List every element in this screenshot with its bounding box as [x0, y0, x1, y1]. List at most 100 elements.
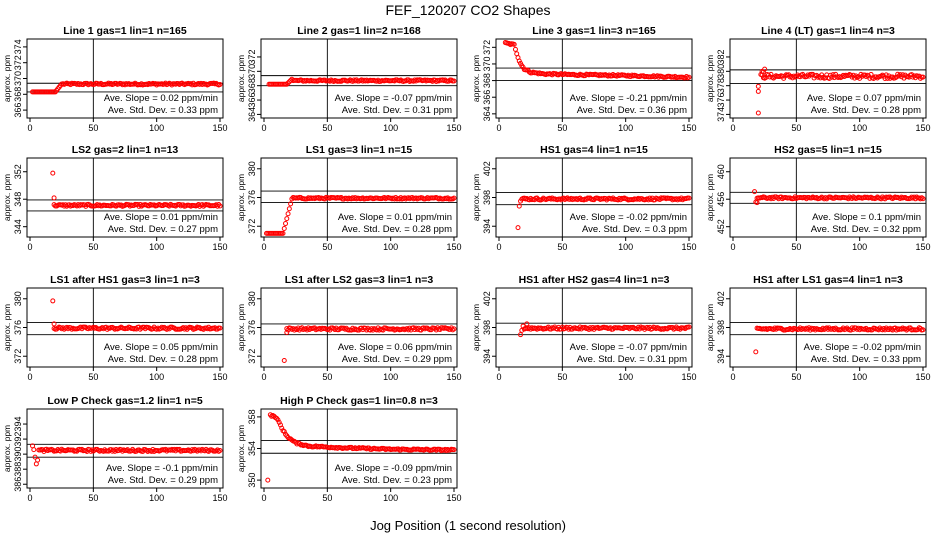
data-point — [217, 203, 223, 209]
y-tick-label: 376 — [13, 320, 23, 335]
y-axis-label: approx. ppm — [2, 55, 12, 102]
panel-6: LS1 gas=3 lin=1 n=15 0 50 100 150 372 376 380ap… — [236, 144, 462, 252]
y-tick-label: 394 — [482, 349, 492, 364]
slope-annotation: Ave. Slope = 0.1 ppm/min — [812, 212, 921, 223]
y-tick-label: 374 — [13, 39, 23, 54]
panel-14: High P Check gas=1 lin=0.8 n=3 0 50 100 150 3… — [236, 395, 462, 503]
x-tick-label: 50 — [322, 372, 332, 382]
x-tick-label: 50 — [322, 493, 332, 503]
y-tick-label: 366 — [13, 103, 23, 118]
x-tick-label: 50 — [791, 123, 801, 133]
panel-title: Line 1 gas=1 lin=1 n=165 — [63, 25, 187, 37]
y-tick-label: 398 — [716, 320, 726, 335]
y-tick-label: 394 — [482, 219, 492, 234]
y-axis-label: approx. ppm — [705, 55, 715, 102]
x-tick-label: 50 — [88, 493, 98, 503]
x-tick-label: 100 — [383, 493, 398, 503]
slope-annotation: Ave. Slope = -0.09 ppm/min — [335, 463, 452, 474]
panel-title: LS2 gas=2 lin=1 n=13 — [72, 144, 179, 156]
panel-title: HS2 gas=5 lin=1 n=15 — [774, 144, 882, 156]
y-axis-label: approx. ppm — [2, 425, 12, 472]
panel-title: HS1 gas=4 lin=1 n=15 — [540, 144, 648, 156]
panel-12: HS1 after LS1 gas=4 lin=1 n=3 0 50 100 150 39… — [705, 274, 931, 382]
data-point — [451, 326, 457, 332]
stddev-annotation: Ave. Std. Dev. = 0.29 ppm — [342, 354, 452, 365]
data-point — [281, 225, 287, 231]
x-tick-label: 100 — [618, 242, 633, 252]
x-tick-label: 0 — [27, 372, 32, 382]
y-axis-label: approx. ppm — [471, 304, 481, 351]
y-tick-label: 378 — [716, 78, 726, 93]
data-point — [511, 41, 517, 47]
panel-title: HS1 after LS1 gas=4 lin=1 n=3 — [753, 274, 903, 286]
data-point — [283, 221, 289, 227]
data-point — [217, 325, 223, 331]
x-tick-label: 0 — [261, 372, 266, 382]
data-point — [686, 324, 692, 330]
y-tick-label: 368 — [13, 87, 23, 102]
y-tick-label: 394 — [13, 417, 23, 432]
slope-annotation: Ave. Slope = 0.06 ppm/min — [338, 342, 452, 353]
y-tick-label: 374 — [716, 107, 726, 122]
x-tick-label: 50 — [88, 242, 98, 252]
data-point — [217, 81, 223, 87]
x-tick-label: 0 — [261, 123, 266, 133]
data-point — [50, 298, 56, 304]
stddev-annotation: Ave. Std. Dev. = 0.36 ppm — [577, 105, 687, 116]
x-tick-label: 0 — [496, 242, 501, 252]
x-tick-label: 150 — [446, 242, 461, 252]
data-point — [516, 203, 522, 209]
panel-11: HS1 after HS2 gas=4 lin=1 n=3 0 50 100 150 39… — [471, 274, 697, 382]
data-point — [515, 225, 521, 231]
data-point — [285, 211, 291, 217]
panel-title: High P Check gas=1 lin=0.8 n=3 — [280, 395, 438, 407]
y-axis-label: approx. ppm — [471, 174, 481, 221]
y-tick-label: 376 — [247, 190, 257, 205]
data-point — [275, 417, 281, 423]
slope-annotation: Ave. Slope = 0.02 ppm/min — [104, 93, 218, 104]
y-axis-label: approx. ppm — [2, 174, 12, 221]
y-tick-label: 364 — [247, 107, 257, 122]
x-tick-label: 150 — [681, 242, 696, 252]
data-point — [265, 477, 271, 483]
y-tick-label: 380 — [13, 291, 23, 306]
data-point — [582, 324, 588, 330]
y-tick-label: 348 — [13, 192, 23, 207]
y-axis-label: approx. ppm — [236, 174, 246, 221]
panel-10: LS1 after LS2 gas=3 lin=1 n=3 0 50 100 150 37… — [236, 274, 462, 382]
y-tick-label: 368 — [247, 78, 257, 93]
data-point — [286, 206, 292, 212]
y-tick-label: 376 — [716, 93, 726, 108]
data-point — [879, 327, 885, 333]
y-tick-label: 352 — [13, 164, 23, 179]
y-axis-label: approx. ppm — [705, 174, 715, 221]
data-point — [291, 327, 297, 333]
y-tick-label: 354 — [247, 441, 257, 456]
x-tick-label: 0 — [27, 123, 32, 133]
y-tick-label: 394 — [716, 349, 726, 364]
data-point — [686, 195, 692, 201]
data-point — [520, 323, 526, 329]
data-point — [285, 80, 291, 86]
stddev-annotation: Ave. Std. Dev. = 0.33 ppm — [108, 105, 218, 116]
data-point — [288, 325, 294, 331]
x-tick-label: 50 — [557, 372, 567, 382]
y-axis-label: approx. ppm — [2, 304, 12, 351]
data-point — [675, 197, 681, 203]
x-axis-label: Jog Position (1 second resolution) — [370, 518, 566, 533]
data-point — [920, 327, 926, 333]
x-tick-label: 50 — [791, 372, 801, 382]
y-tick-label: 402 — [482, 161, 492, 176]
data-point — [829, 74, 835, 80]
y-tick-label: 366 — [247, 93, 257, 108]
panel-title: Line 3 gas=1 lin=3 n=165 — [532, 25, 656, 37]
data-point — [284, 216, 290, 222]
plot-frame — [729, 38, 927, 119]
data-point — [51, 321, 57, 327]
y-axis-label: approx. ppm — [236, 425, 246, 472]
plot-frame — [729, 157, 927, 238]
stddev-annotation: Ave. Std. Dev. = 0.3 ppm — [582, 224, 687, 235]
data-point — [917, 75, 923, 81]
x-tick-label: 150 — [212, 493, 227, 503]
